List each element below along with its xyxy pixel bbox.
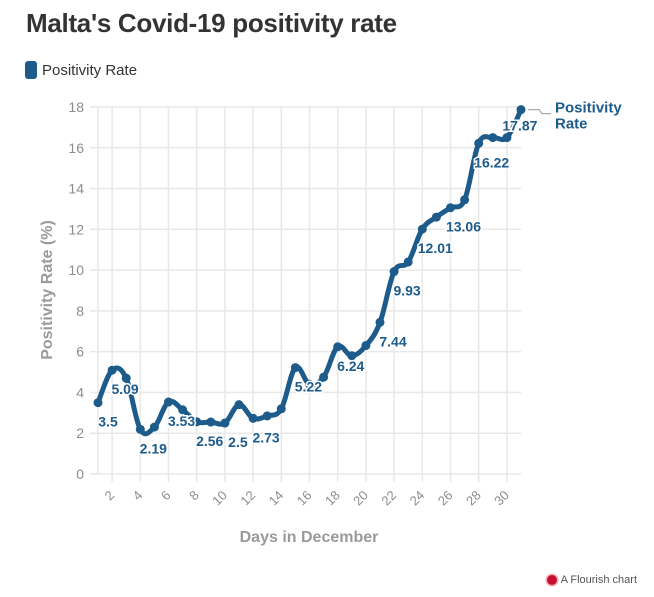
data-point	[121, 373, 131, 383]
data-labels: 3.5 5.09 2.193.532.56 2.5 2.73 5.22 6.24 7.44 9.…	[97, 116, 539, 458]
data-point	[192, 417, 202, 427]
x-tick-label: 16	[294, 488, 315, 509]
flourish-credit-label: A Flourish chart	[560, 574, 637, 586]
data-label: 12.01	[418, 240, 453, 256]
x-tick-label: 24	[407, 488, 428, 509]
data-point	[206, 417, 216, 427]
data-point	[347, 351, 357, 361]
data-point	[262, 411, 272, 421]
legend[interactable]: Positivity Rate	[25, 61, 137, 79]
data-label: 2.5	[228, 434, 248, 450]
data-label: 5.09	[111, 381, 138, 397]
data-point	[502, 133, 512, 143]
x-tick-label: 6	[158, 488, 174, 504]
x-axis-ticks: 2 4 6 8 10 12 14 16 18 20 22 24 26 28 30	[101, 488, 512, 509]
data-point	[248, 413, 258, 423]
data-label: 3.5	[98, 414, 118, 430]
data-point	[107, 365, 117, 375]
data-point	[446, 203, 455, 213]
y-tick-label: 8	[76, 303, 84, 319]
y-axis-title: Positivity Rate (%)	[39, 220, 56, 360]
data-point	[488, 133, 498, 143]
y-tick-label: 12	[68, 221, 84, 237]
data-label: 6.24	[337, 358, 364, 374]
data-point	[305, 379, 314, 389]
data-label: 2.19	[140, 440, 167, 456]
data-point	[403, 257, 413, 267]
data-point	[389, 267, 399, 277]
data-point	[474, 138, 484, 148]
x-axis-title: Days in December	[240, 529, 379, 546]
data-point	[333, 342, 343, 352]
legend-swatch	[25, 61, 37, 79]
y-tick-label: 4	[76, 384, 84, 400]
grid	[90, 106, 521, 482]
y-tick-label: 10	[68, 262, 84, 278]
y-tick-label: 2	[76, 425, 84, 441]
data-point	[361, 341, 371, 351]
data-point	[234, 400, 244, 410]
y-tick-label: 16	[68, 140, 84, 156]
data-point	[319, 372, 329, 382]
data-point	[290, 363, 300, 373]
data-point	[178, 405, 188, 415]
y-tick-label: 18	[68, 99, 84, 115]
x-tick-label: 26	[435, 488, 456, 509]
data-label: 5.22	[295, 379, 322, 395]
end-label-connector	[528, 109, 551, 115]
data-label: 2.56	[196, 433, 223, 449]
data-label: 9.93	[393, 283, 420, 299]
data-point	[460, 195, 470, 205]
x-tick-label: 14	[266, 488, 287, 509]
data-point	[417, 224, 427, 234]
data-point	[220, 418, 230, 428]
x-tick-label: 12	[237, 488, 258, 509]
data-point	[276, 404, 286, 414]
data-point	[93, 398, 103, 408]
data-point	[431, 212, 441, 222]
x-tick-label: 10	[209, 488, 230, 509]
data-label: 7.44	[379, 333, 406, 349]
data-point	[375, 317, 385, 327]
end-label-text: Positivity	[555, 100, 622, 117]
data-label: 16.22	[474, 154, 509, 170]
series	[93, 105, 526, 437]
flourish-credit[interactable]: A Flourish chart	[546, 574, 637, 586]
data-point	[135, 424, 145, 434]
y-tick-label: 0	[76, 466, 84, 482]
x-tick-label: 8	[186, 488, 202, 504]
data-label: 2.73	[252, 429, 279, 445]
data-label: 3.53	[168, 413, 195, 429]
x-tick-label: 22	[378, 488, 399, 509]
chart-title: Malta's Covid-19 positivity rate	[26, 8, 397, 38]
end-label-text: Rate	[555, 116, 588, 133]
data-label: 17.87	[502, 118, 537, 134]
legend-label: Positivity Rate	[42, 61, 138, 79]
flourish-logo-icon	[546, 575, 557, 585]
x-tick-label: 30	[491, 488, 512, 509]
x-tick-label: 4	[130, 488, 146, 504]
y-axis-ticks: 0 2 4 6 8 10 12 14 16 18	[68, 99, 84, 482]
x-tick-label: 2	[101, 488, 117, 504]
x-tick-label: 20	[350, 488, 371, 509]
data-label: 13.06	[446, 219, 481, 235]
data-point	[164, 397, 173, 407]
data-point	[516, 105, 526, 115]
y-tick-label: 14	[68, 181, 84, 197]
x-tick-label: 18	[322, 488, 343, 509]
data-point	[149, 422, 159, 432]
x-tick-label: 28	[463, 488, 484, 509]
y-tick-label: 6	[76, 344, 84, 360]
